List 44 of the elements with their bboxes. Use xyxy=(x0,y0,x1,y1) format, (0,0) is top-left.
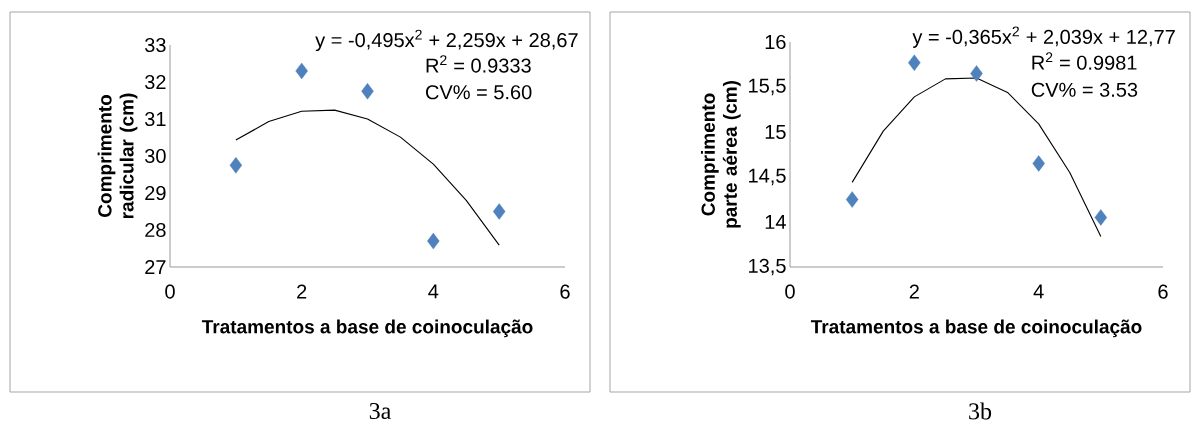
y-axis-title: Comprimento parte aérea (cm) xyxy=(700,81,741,228)
point xyxy=(1094,209,1108,226)
x-tick-label: 6 xyxy=(1158,284,1168,299)
y-tick-label: 30 xyxy=(145,148,166,164)
x-tick-label: 4 xyxy=(1033,284,1044,299)
point xyxy=(908,54,921,71)
y-tick-label: 33 xyxy=(145,37,166,53)
annotation: y = -0,365x$^{2}$ + 2,039x + 12,77 xyxy=(912,26,1175,48)
y-tick-label: 15 xyxy=(765,125,786,139)
annotation: R$^{2}$ = 0.9333 xyxy=(426,55,531,73)
text: 3a xyxy=(369,402,392,420)
y-tick-label: 14 xyxy=(765,215,786,229)
y-tick-label: 27 xyxy=(145,260,166,274)
line-series xyxy=(235,109,500,246)
annotation: R$^{2}$ = 0.9981 xyxy=(1032,52,1137,70)
point xyxy=(295,62,308,80)
y-tick-label: 28 xyxy=(145,222,166,238)
y-axis-title: Comprimento radicular (cm) xyxy=(97,93,138,219)
annotation: CV% = 3.53 xyxy=(1031,82,1138,97)
y-tick-label: 32 xyxy=(145,74,166,90)
x-tick-label: 0 xyxy=(165,284,175,299)
point xyxy=(845,191,859,208)
point xyxy=(229,157,243,174)
x-tick-label: 0 xyxy=(785,284,795,299)
x-tick-label: 6 xyxy=(560,284,570,299)
y-tick-label: 14,5 xyxy=(749,168,786,186)
text: 3b xyxy=(969,402,992,420)
annotation: y = -0,495x$^{2}$ + 2,259x + 28,67 xyxy=(315,29,578,52)
y-tick-label: 16 xyxy=(765,34,786,50)
point xyxy=(970,65,983,82)
y-tick-label: 29 xyxy=(145,185,166,201)
x-tick-label: 2 xyxy=(297,284,307,299)
annotation: CV% = 5.60 xyxy=(426,85,532,100)
x-axis-title: Tratamentos a base de coinoculação xyxy=(810,319,1142,338)
point xyxy=(427,232,440,250)
y-tick-label: 15,5 xyxy=(749,78,786,96)
point xyxy=(361,83,374,100)
y-tick-label: 31 xyxy=(145,111,166,127)
x-tick-label: 2 xyxy=(909,284,919,299)
point xyxy=(1032,155,1045,172)
x-tick-label: 4 xyxy=(428,284,439,299)
y-tick-label: 13,5 xyxy=(749,258,786,276)
x-axis-title: Tratamentos a base de coinoculação xyxy=(201,319,533,338)
point xyxy=(492,203,506,220)
